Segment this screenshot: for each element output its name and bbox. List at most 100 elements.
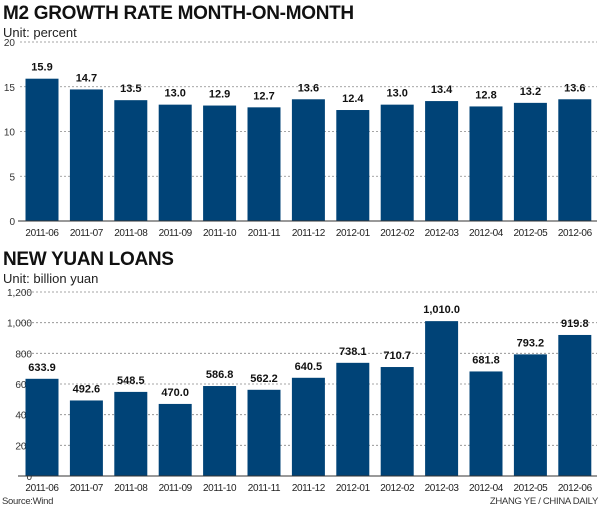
chart-title: NEW YUAN LOANS — [3, 249, 174, 270]
y-tick-label: 5 — [9, 172, 15, 183]
bar — [158, 104, 192, 221]
x-tick-label: 2012-05 — [513, 228, 548, 239]
data-label: 548.5 — [117, 375, 145, 387]
chart-title: M2 GROWTH RATE MONTH-ON-MONTH — [3, 3, 354, 24]
data-label: 640.5 — [295, 361, 323, 373]
x-tick-label: 2011-12 — [292, 483, 326, 494]
x-tick-label: 2012-01 — [336, 483, 371, 494]
x-tick-label: 2012-03 — [425, 228, 460, 239]
x-tick-label: 2012-01 — [336, 228, 371, 239]
bar — [247, 107, 281, 221]
data-label: 15.9 — [31, 62, 52, 74]
bar — [558, 334, 592, 476]
x-tick-label: 2011-12 — [292, 228, 326, 239]
bar — [425, 321, 459, 476]
data-label: 13.4 — [431, 84, 453, 96]
data-label: 793.2 — [517, 337, 545, 349]
x-tick-label: 2012-06 — [558, 228, 593, 239]
data-label: 13.5 — [120, 83, 141, 95]
chart-unit: Unit: percent — [3, 25, 77, 40]
x-tick-label: 2011-09 — [159, 483, 193, 494]
m2-chart: 0 5 10 15 20 15.9 2011-06 14.7 2011-07 13.5 2011-0… — [4, 38, 597, 239]
y-tick-label: 1,000 — [7, 319, 32, 330]
data-label: 12.7 — [253, 90, 274, 102]
data-label: 12.4 — [342, 93, 364, 105]
data-label: 12.8 — [475, 89, 496, 101]
data-label: 1,010.0 — [423, 304, 460, 316]
bar — [513, 354, 547, 476]
data-label: 919.8 — [561, 318, 589, 330]
data-label: 12.9 — [209, 89, 230, 101]
data-label: 710.7 — [383, 350, 411, 362]
x-tick-label: 2011-06 — [25, 483, 59, 494]
x-tick-label: 2011-06 — [25, 228, 59, 239]
data-label: 470.0 — [161, 387, 189, 399]
x-tick-label: 2012-04 — [469, 483, 504, 494]
bar — [425, 101, 459, 221]
bar — [336, 110, 370, 221]
data-label: 13.2 — [520, 86, 541, 98]
y-tick-label: 200 — [15, 441, 32, 452]
source: Source:Wind — [2, 496, 53, 507]
x-tick-label: 2012-03 — [425, 483, 460, 494]
x-tick-label: 2011-10 — [203, 483, 237, 494]
bar — [380, 367, 414, 476]
data-label: 492.6 — [73, 383, 101, 395]
y-tick-label: 15 — [4, 83, 16, 94]
y-tick-label: 800 — [15, 349, 32, 360]
bar — [158, 403, 192, 476]
bar — [203, 386, 237, 476]
bar — [69, 400, 103, 476]
data-label: 14.7 — [76, 72, 97, 84]
data-label: 13.6 — [564, 82, 585, 94]
bar — [336, 362, 370, 476]
x-tick-label: 2011-11 — [248, 483, 281, 494]
x-tick-label: 2011-08 — [114, 228, 148, 239]
x-tick-label: 2011-09 — [159, 228, 193, 239]
data-label: 738.1 — [339, 346, 367, 358]
y-tick-label: 1,200 — [7, 288, 32, 299]
x-tick-label: 2012-02 — [380, 483, 415, 494]
bar — [291, 99, 325, 221]
x-tick-label: 2012-02 — [380, 228, 415, 239]
data-label: 681.8 — [472, 354, 500, 366]
bar — [114, 391, 148, 476]
credit: ZHANG YE / CHINA DAILY — [490, 496, 599, 507]
bar — [380, 104, 414, 221]
loans-chart: 0 200 400 600 800 1,000 1,200 633.9 2011-06 492.6… — [7, 288, 597, 494]
chart-unit: Unit: billion yuan — [3, 271, 98, 286]
data-label: 586.8 — [206, 369, 234, 381]
bar — [25, 78, 59, 221]
bar — [203, 105, 237, 221]
y-tick-label: 10 — [4, 128, 16, 139]
bar — [25, 378, 59, 476]
bar — [513, 102, 547, 221]
data-label: 13.6 — [298, 82, 319, 94]
data-label: 562.2 — [250, 373, 278, 385]
y-tick-label: 600 — [15, 380, 32, 391]
x-tick-label: 2012-05 — [513, 483, 548, 494]
x-tick-label: 2012-04 — [469, 228, 504, 239]
bar — [469, 106, 503, 221]
x-tick-label: 2011-10 — [203, 228, 237, 239]
data-label: 633.9 — [28, 362, 56, 374]
bar — [291, 377, 325, 476]
x-tick-label: 2012-06 — [558, 483, 593, 494]
y-tick-label: 20 — [4, 38, 16, 49]
x-tick-label: 2011-07 — [70, 483, 104, 494]
data-label: 13.0 — [164, 88, 185, 100]
bar — [469, 371, 503, 476]
x-tick-label: 2011-11 — [248, 228, 281, 239]
y-tick-label: 0 — [9, 217, 15, 228]
y-tick-label: 0 — [26, 472, 32, 483]
x-tick-label: 2011-07 — [70, 228, 104, 239]
bar — [558, 99, 592, 221]
bar — [247, 389, 281, 476]
y-tick-label: 400 — [15, 411, 32, 422]
x-tick-label: 2011-08 — [114, 483, 148, 494]
bar — [69, 89, 103, 221]
bar — [114, 100, 148, 221]
data-label: 13.0 — [386, 88, 407, 100]
